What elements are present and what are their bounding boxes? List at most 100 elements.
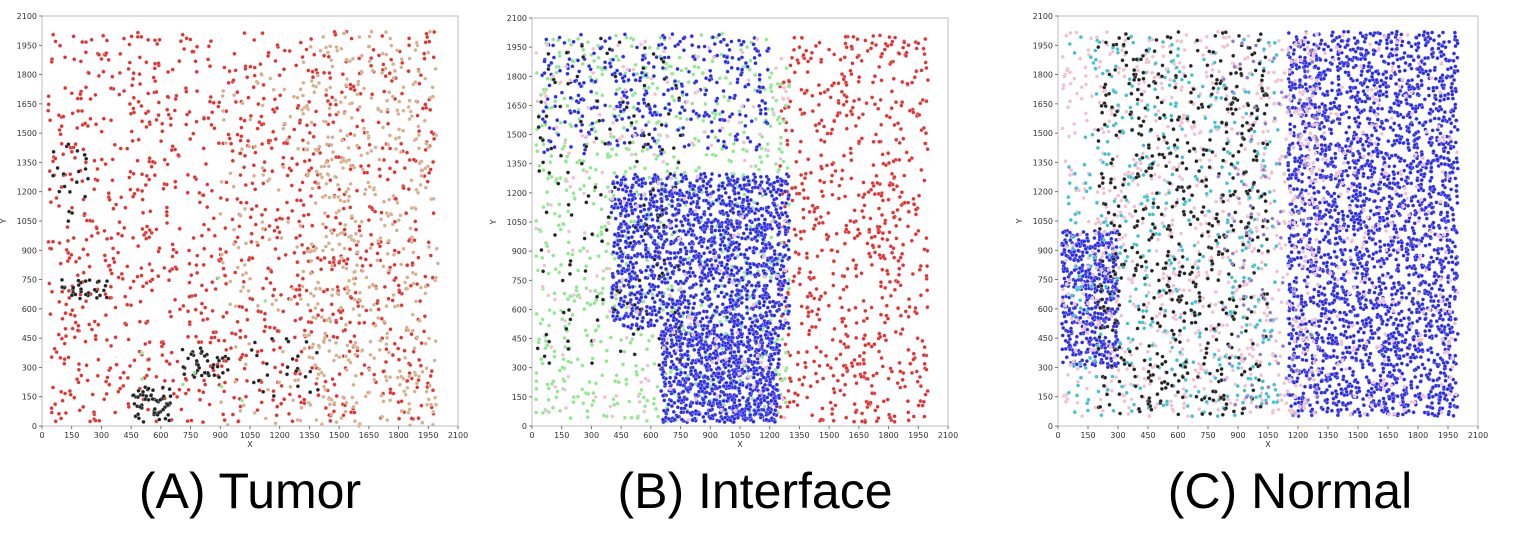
data-point	[592, 301, 597, 306]
data-point	[290, 419, 295, 424]
data-point	[93, 418, 98, 423]
data-point	[357, 228, 362, 233]
data-point	[354, 263, 360, 268]
data-point	[759, 225, 764, 230]
data-point	[135, 187, 140, 192]
data-point	[387, 197, 392, 202]
data-point	[203, 161, 209, 167]
data-point	[113, 335, 118, 340]
data-point	[880, 198, 885, 203]
data-point	[583, 390, 589, 396]
data-point	[127, 175, 132, 180]
data-point	[295, 417, 300, 423]
data-point	[759, 230, 764, 235]
data-point	[324, 119, 329, 125]
data-point	[151, 75, 156, 80]
data-point	[813, 123, 818, 128]
data-point	[889, 369, 894, 374]
data-point	[409, 239, 414, 245]
data-point	[367, 34, 372, 39]
data-point	[676, 281, 681, 286]
data-point	[355, 143, 360, 148]
data-point	[357, 34, 362, 40]
data-point	[423, 40, 428, 45]
data-point	[386, 142, 391, 147]
data-point	[906, 314, 911, 319]
data-point	[302, 328, 307, 333]
data-point	[918, 293, 923, 298]
data-point	[358, 164, 364, 169]
data-point	[623, 294, 628, 299]
data-point	[348, 82, 353, 87]
data-point	[914, 369, 919, 374]
data-point	[545, 76, 550, 81]
data-point	[427, 39, 432, 44]
data-point	[265, 178, 270, 183]
data-point	[696, 254, 701, 259]
data-point	[424, 105, 429, 110]
data-point	[882, 333, 887, 338]
data-point	[569, 42, 574, 47]
data-point	[409, 178, 414, 183]
data-point	[696, 205, 701, 210]
data-point	[582, 276, 587, 281]
data-point	[402, 166, 407, 171]
data-point	[605, 314, 610, 319]
data-point	[360, 118, 365, 123]
data-point	[788, 99, 793, 104]
data-point	[617, 317, 622, 322]
data-point	[621, 219, 626, 224]
data-point	[429, 402, 434, 407]
data-point	[627, 271, 632, 277]
data-point	[562, 144, 567, 149]
data-point	[841, 287, 846, 292]
data-point	[781, 159, 786, 164]
data-point	[428, 107, 433, 112]
data-point	[829, 248, 834, 253]
data-point	[83, 40, 89, 45]
data-point	[349, 36, 354, 41]
data-point	[822, 90, 827, 95]
data-point	[305, 147, 310, 152]
data-point	[795, 403, 800, 408]
data-point	[297, 287, 302, 292]
data-point	[387, 90, 392, 95]
data-point	[880, 231, 885, 236]
data-point	[279, 236, 284, 241]
data-point	[80, 179, 85, 184]
data-point	[239, 125, 244, 130]
data-point	[897, 51, 902, 56]
data-point	[79, 108, 85, 114]
data-point	[153, 79, 158, 84]
data-point	[637, 182, 642, 188]
data-point	[889, 42, 894, 47]
data-point	[187, 109, 192, 115]
data-point	[51, 32, 56, 37]
data-point	[352, 297, 357, 302]
data-point	[324, 181, 329, 186]
data-point	[691, 72, 696, 77]
data-point	[918, 101, 923, 106]
data-point	[357, 104, 362, 109]
data-point	[900, 327, 905, 332]
data-point	[401, 108, 406, 113]
data-point	[429, 130, 434, 135]
data-point	[85, 252, 90, 257]
data-point	[216, 275, 221, 280]
data-point	[326, 54, 331, 59]
data-point	[233, 68, 238, 73]
data-point	[362, 86, 367, 91]
data-point	[704, 220, 709, 226]
data-point	[768, 213, 773, 218]
data-point	[57, 299, 62, 304]
data-point	[787, 400, 792, 405]
data-point	[778, 405, 783, 410]
data-point	[381, 399, 386, 404]
data-point	[142, 232, 147, 237]
data-point	[423, 185, 428, 190]
data-point	[665, 272, 670, 277]
data-point	[772, 262, 777, 267]
data-point	[797, 377, 802, 382]
data-point	[767, 309, 773, 314]
data-point	[617, 113, 622, 118]
